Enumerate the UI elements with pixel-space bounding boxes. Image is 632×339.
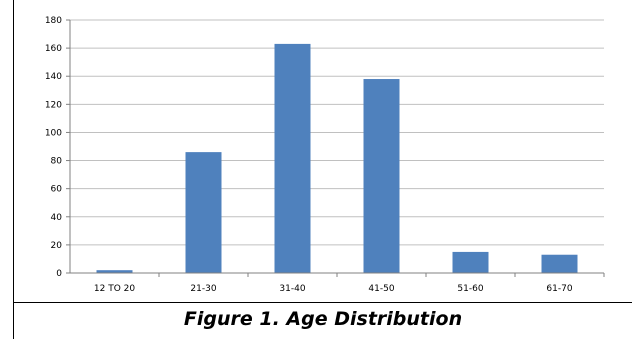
figure-frame-left-border (13, 0, 14, 339)
y-tick-label: 20 (51, 241, 63, 251)
y-tick-label: 140 (45, 72, 62, 82)
x-tick-label: 31-40 (279, 284, 305, 294)
y-tick-label: 160 (45, 44, 62, 54)
x-tick-label: 51-60 (457, 284, 483, 294)
bar-12-to-20 (96, 270, 133, 273)
y-tick-label: 40 (51, 213, 63, 223)
y-tick-label: 100 (45, 128, 62, 138)
axes (66, 19, 605, 277)
y-tick-label: 60 (51, 185, 63, 195)
y-tick-label: 180 (45, 16, 62, 26)
bar-chart: 0 20 40 60 80 100 120 140 160 180 12 TO 20 21-30 31… (45, 16, 605, 294)
bar-41-50 (363, 79, 400, 274)
bar-61-70 (541, 254, 578, 273)
figure-caption: Figure 1. Age Distribution (183, 308, 463, 330)
y-axis-tick-labels: 0 20 40 60 80 100 120 140 160 180 (45, 16, 62, 279)
x-tick-label: 21-30 (190, 284, 216, 294)
bars (96, 43, 578, 274)
y-tick-label: 80 (51, 157, 63, 167)
x-axis-tick-labels: 12 TO 20 21-30 31-40 41-50 51-60 61-70 (94, 284, 573, 294)
y-tick-label: 0 (56, 269, 62, 279)
bar-31-40 (274, 43, 311, 274)
gridlines (70, 19, 604, 246)
x-tick-label: 61-70 (546, 284, 572, 294)
y-tick-label: 120 (45, 100, 62, 110)
bar-21-30 (185, 152, 222, 273)
x-tick-label: 12 TO 20 (94, 284, 135, 294)
figure-frame-caption-divider (13, 302, 632, 303)
bar-51-60 (452, 251, 489, 273)
x-tick-label: 41-50 (368, 284, 394, 294)
